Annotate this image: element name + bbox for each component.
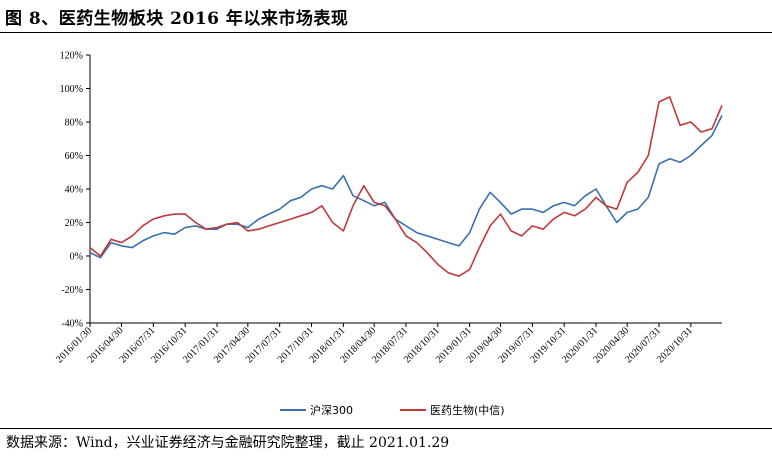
- top-rule: [0, 32, 772, 33]
- line-chart: 120%100%80%60%40%20%0%-20%-40%2016/01/30…: [54, 51, 723, 417]
- legend-label-2: 医药生物(中信): [430, 403, 505, 417]
- y-tick-label: 20%: [65, 218, 83, 229]
- figure-title: 图 8、医药生物板块 2016 年以来市场表现: [5, 9, 349, 29]
- source-note: 数据来源：Wind，兴业证券经济与金融研究院整理，截止 2021.01.29: [6, 435, 450, 451]
- y-tick-label: 120%: [60, 51, 83, 62]
- y-tick-label: 0%: [70, 252, 83, 263]
- series-line-1: [89, 114, 723, 259]
- y-tick-label: -20%: [61, 285, 83, 296]
- y-tick-label: 40%: [65, 185, 83, 196]
- y-tick-label: 80%: [65, 118, 83, 129]
- y-tick-label: 60%: [65, 151, 83, 162]
- y-tick-label: -40%: [61, 319, 83, 330]
- series-line-2: [89, 96, 723, 277]
- y-tick-label: 100%: [60, 84, 83, 95]
- bottom-rule: [0, 428, 772, 429]
- legend-label-1: 沪深300: [310, 403, 353, 417]
